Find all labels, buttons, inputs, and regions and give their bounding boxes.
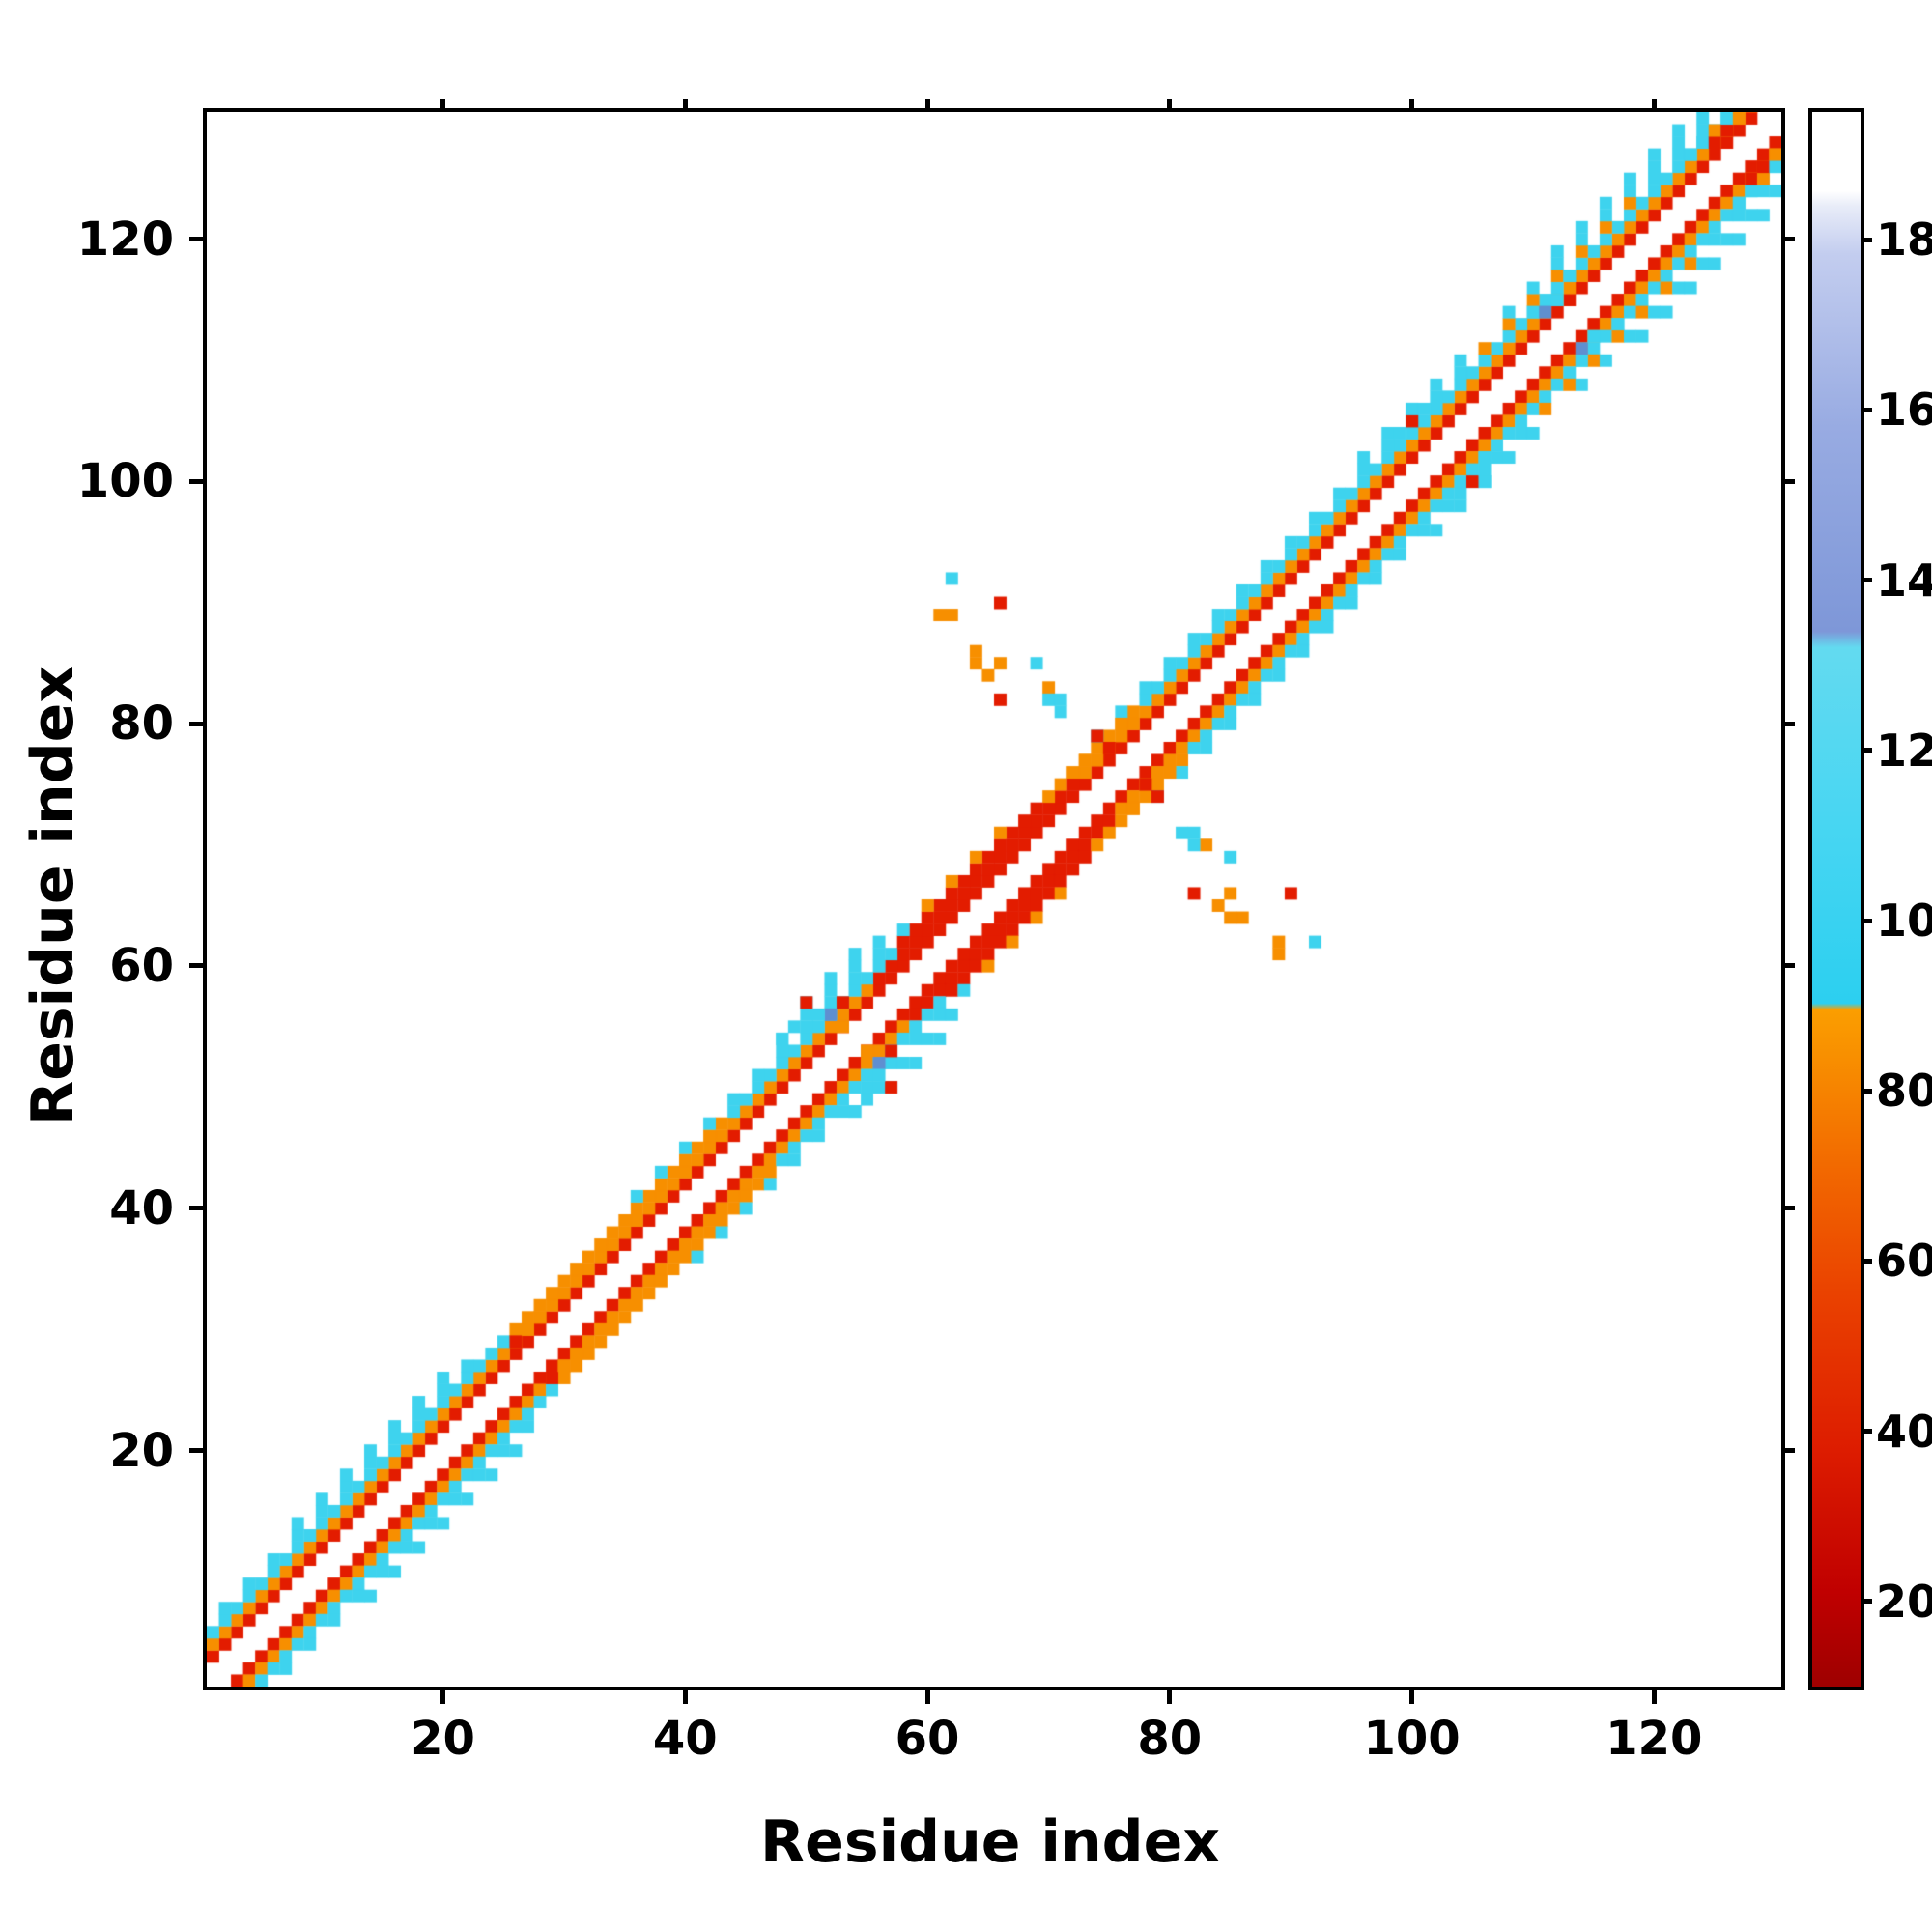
y-tick-label: 40 xyxy=(109,1180,174,1236)
colorbar-tick-label: 40 xyxy=(1876,1405,1932,1458)
colorbar-tick-label: 100 xyxy=(1876,895,1932,948)
colorbar-tick-mark xyxy=(1861,748,1872,753)
y-tick-mark xyxy=(189,1206,207,1211)
x-tick-label: 100 xyxy=(1363,1712,1461,1766)
colorbar-tick-mark xyxy=(1861,578,1872,583)
colorbar-tick-label: 60 xyxy=(1876,1235,1932,1288)
y-tick-mark xyxy=(189,237,207,242)
y-tick-mark xyxy=(1781,721,1795,726)
x-tick-mark xyxy=(1167,99,1173,112)
y-tick-label: 60 xyxy=(109,938,174,993)
x-tick-mark xyxy=(1167,1687,1173,1704)
colorbar-tick-mark xyxy=(1861,1088,1872,1094)
colorbar: 20 40 60 80 100 120 140 160 180 xyxy=(1808,108,1932,1690)
x-tick-mark xyxy=(924,1687,930,1704)
colorbar-tick-mark xyxy=(1861,1429,1872,1435)
x-tick-mark xyxy=(682,1687,688,1704)
y-tick-label: 100 xyxy=(76,454,174,509)
y-tick-label: 120 xyxy=(76,212,174,267)
y-tick-mark xyxy=(1781,963,1795,969)
y-tick-mark xyxy=(1781,237,1795,242)
y-tick-mark xyxy=(1781,1448,1795,1453)
x-tick-mark xyxy=(440,1687,445,1704)
colorbar-tick-mark xyxy=(1861,237,1872,242)
colorbar-tick-label: 180 xyxy=(1876,213,1932,267)
colorbar-tick-label: 80 xyxy=(1876,1065,1932,1118)
heatmap-canvas xyxy=(207,112,1781,1687)
colorbar-tick-mark xyxy=(1861,407,1872,412)
x-tick-mark xyxy=(682,99,688,112)
x-tick-label: 60 xyxy=(895,1712,960,1766)
x-tick-mark xyxy=(1409,99,1415,112)
colorbar-tick-label: 160 xyxy=(1876,384,1932,437)
colorbar-tick-mark xyxy=(1861,1258,1872,1264)
colorbar-tick-mark xyxy=(1861,1599,1872,1605)
x-tick-label: 120 xyxy=(1605,1712,1703,1766)
y-tick-mark xyxy=(189,963,207,969)
x-tick-mark xyxy=(440,99,445,112)
x-tick-mark xyxy=(1651,99,1657,112)
y-tick-mark xyxy=(1781,1206,1795,1211)
colorbar-tick-label: 120 xyxy=(1876,724,1932,777)
colorbar-tick-mark xyxy=(1861,918,1872,923)
y-tick-mark xyxy=(189,1448,207,1453)
y-tick-mark xyxy=(189,478,207,484)
plot-area: 20 40 60 80 100 120 20 40 60 80 100 120 xyxy=(77,99,1795,1762)
colorbar-tick-label: 20 xyxy=(1876,1575,1932,1628)
x-tick-label: 80 xyxy=(1137,1712,1203,1766)
y-tick-label: 80 xyxy=(109,696,174,752)
x-tick-label: 20 xyxy=(411,1712,475,1766)
x-tick-mark xyxy=(1409,1687,1415,1704)
x-axis-label: Residue index xyxy=(759,1808,1221,1876)
x-tick-mark xyxy=(1651,1687,1657,1704)
y-tick-label: 20 xyxy=(109,1423,174,1478)
x-tick-label: 40 xyxy=(652,1712,718,1766)
y-tick-mark xyxy=(189,721,207,726)
x-tick-mark xyxy=(924,99,930,112)
colorbar-tick-label: 140 xyxy=(1876,554,1932,607)
y-tick-mark xyxy=(1781,478,1795,484)
